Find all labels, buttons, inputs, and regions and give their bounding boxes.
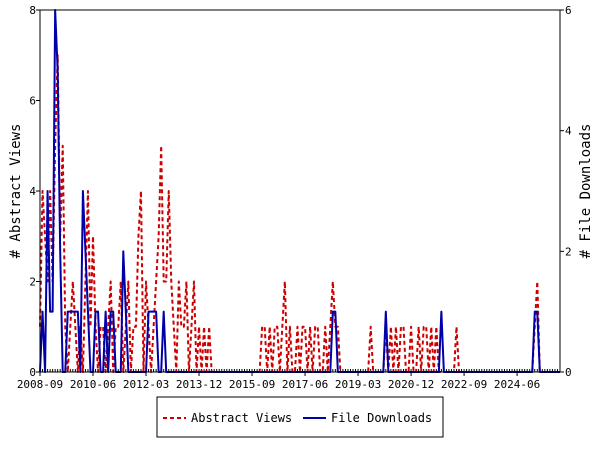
x-axis-tick-label: 2015-09 (229, 378, 275, 391)
x-axis-tick-label: 2010-06 (70, 378, 116, 391)
series-line-abstract-views (39, 54, 560, 373)
left-axis-tick-label: 0 (29, 366, 36, 379)
x-axis-tick-label: 2020-12 (388, 378, 434, 391)
legend-label-file-downloads: File Downloads (331, 411, 432, 425)
x-axis-tick-label: 2022-09 (441, 378, 487, 391)
x-axis-tick-label: 2024-06 (494, 378, 540, 391)
right-axis-tick-label: 2 (565, 245, 572, 258)
x-axis-tick-label: 2013-12 (176, 378, 222, 391)
legend: Abstract Views File Downloads (156, 396, 444, 438)
right-axis-tick-label: 0 (565, 366, 572, 379)
right-axis-tick-label: 6 (565, 4, 572, 17)
legend-box (156, 396, 444, 438)
x-axis-tick-label: 2012-03 (123, 378, 169, 391)
left-axis-tick-label: 4 (29, 185, 36, 198)
right-axis-label: # File Downloads (578, 124, 594, 259)
left-axis-ticks: 0 2 4 6 8 (29, 4, 40, 379)
x-axis-ticks: 2008-09 2010-06 2012-03 2013-12 2015-09 2017-… (17, 372, 540, 391)
left-axis-label: # Abstract Views (8, 124, 24, 259)
left-axis-tick-label: 2 (29, 276, 36, 289)
left-axis-tick-label: 6 (29, 95, 36, 108)
left-axis-tick-label: 8 (29, 4, 36, 17)
right-axis-tick-label: 4 (565, 125, 572, 138)
x-axis-tick-label: 2019-03 (335, 378, 381, 391)
x-axis-tick-label: 2017-06 (282, 378, 328, 391)
right-axis-ticks: 0 2 4 6 (560, 4, 572, 379)
x-axis-tick-label: 2008-09 (17, 378, 63, 391)
series-layer (39, 9, 560, 373)
legend-label-abstract-views: Abstract Views (191, 411, 292, 425)
